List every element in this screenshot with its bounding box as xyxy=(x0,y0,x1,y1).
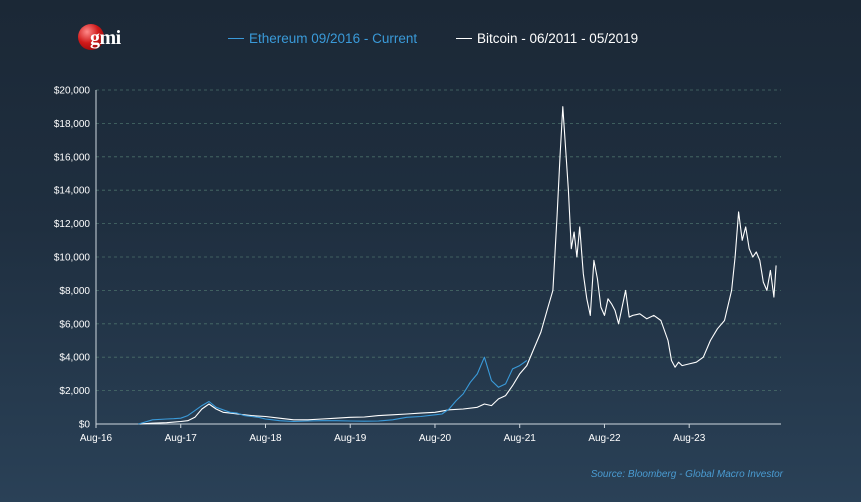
x-tick-label: Aug-18 xyxy=(249,433,282,444)
y-tick-label: $12,000 xyxy=(54,219,91,230)
y-tick-label: $8,000 xyxy=(59,286,90,297)
y-tick-label: $6,000 xyxy=(59,319,90,330)
y-tick-label: $14,000 xyxy=(54,186,91,197)
logo-ball-icon xyxy=(78,24,104,50)
y-tick-label: $2,000 xyxy=(59,386,90,397)
x-tick-label: Aug-17 xyxy=(165,433,198,444)
y-tick-label: $10,000 xyxy=(54,253,91,264)
grid-lines xyxy=(95,89,781,425)
source-note: Source: Bloomberg - Global Macro Investo… xyxy=(590,469,783,480)
x-tick-label: Aug-22 xyxy=(588,433,621,444)
x-tick-label: Aug-20 xyxy=(419,433,452,444)
y-tick-label: $18,000 xyxy=(54,119,91,130)
legend-bitcoin: Bitcoin - 06/2011 - 05/2019 xyxy=(456,31,638,46)
y-tick-label: $4,000 xyxy=(59,353,90,364)
ethereum-line xyxy=(138,356,528,425)
gmi-logo: gmi xyxy=(78,22,128,52)
bitcoin-line xyxy=(138,106,777,425)
legend-ethereum: Ethereum 09/2016 - Current xyxy=(228,31,417,46)
legend-ethereum-label: Ethereum 09/2016 - Current xyxy=(249,31,418,46)
legend-bitcoin-label: Bitcoin - 06/2011 - 05/2019 xyxy=(477,31,639,46)
logo-text: gmi xyxy=(90,27,121,49)
y-tick-label: $20,000 xyxy=(54,86,91,97)
x-tick-label: Aug-19 xyxy=(334,433,367,444)
y-tick-label: $0 xyxy=(79,420,91,431)
x-tick-label: Aug-23 xyxy=(673,433,706,444)
x-tick-label: Aug-21 xyxy=(504,433,537,444)
legend-ethereum-swatch xyxy=(228,38,244,39)
x-axis-ticks: Aug-16 Aug-17 Aug-18 Aug-19 Aug-20 Aug-21 Aug-… xyxy=(80,424,706,444)
y-axis-ticks: $0 $2,000 $4,000 $6,000 $8,000 $10,000 $12,000… xyxy=(54,86,91,431)
y-tick-label: $16,000 xyxy=(54,152,91,163)
legend-bitcoin-swatch xyxy=(456,38,472,39)
x-tick-label: Aug-16 xyxy=(80,433,113,444)
series-lines xyxy=(138,106,777,425)
